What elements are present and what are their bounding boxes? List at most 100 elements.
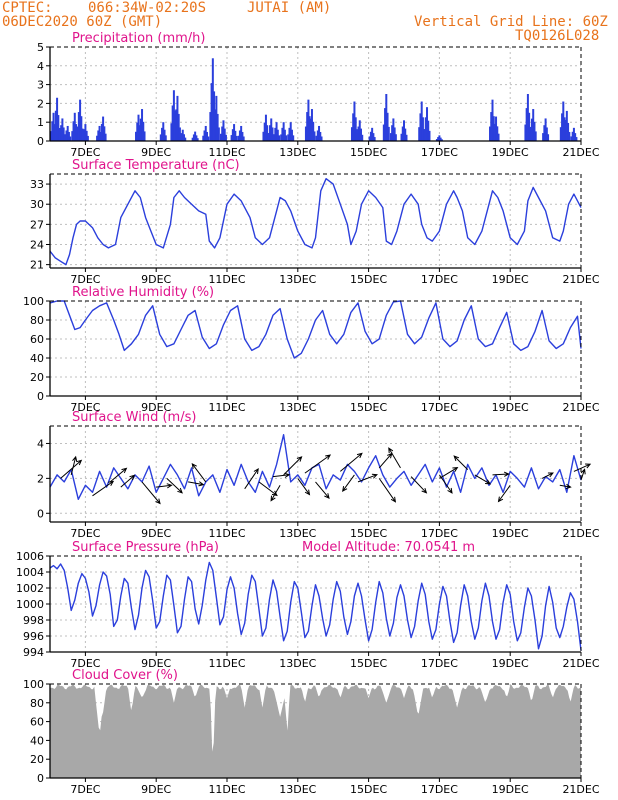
header-model-id: TQ0126L028 [515, 28, 600, 44]
x-tick-label: 17DEC [421, 527, 458, 540]
precip-bar [56, 97, 59, 141]
precip-bar [86, 135, 89, 141]
x-tick-label: 15DEC [350, 657, 387, 670]
precip-bar [394, 134, 397, 141]
precip-bar [287, 134, 290, 141]
precip-bar [83, 129, 86, 141]
precip-bar [172, 90, 175, 141]
precip-bar [161, 127, 164, 141]
precip-bar [387, 126, 390, 141]
precip-bar [282, 122, 285, 141]
wind-arrow [297, 478, 311, 496]
precip-bar [262, 131, 265, 141]
precip-panel: 0 1 2 3 4 5 7DEC 9DEC 11DEC 13DEC 15DEC 17DEC 19DEC 2… [37, 31, 600, 159]
precip-bar [138, 129, 141, 141]
x-tick-label: 15DEC [350, 401, 387, 414]
precip-bar [532, 109, 535, 141]
precip-bar [320, 136, 323, 141]
pressure-line [49, 561, 582, 651]
precip-bar [570, 136, 573, 141]
precip-bar [428, 130, 431, 141]
precip-bar [418, 127, 421, 141]
precip-bar [269, 125, 272, 141]
y-tick-label: 994 [23, 646, 44, 659]
pressure-title: Surface Pressure (hPa) [72, 540, 219, 555]
x-tick-label: 21DEC [562, 527, 599, 540]
y-tick-label: 3 [37, 79, 44, 92]
precip-bar [71, 131, 74, 141]
wind-arrow [141, 481, 161, 505]
precip-bar [545, 127, 548, 141]
x-tick-label: 9DEC [141, 783, 171, 796]
precip-bar [212, 125, 215, 141]
y-tick-label: 20 [30, 371, 44, 384]
precip-bar [562, 101, 565, 141]
precip-bar [223, 128, 226, 141]
wind-arrow [191, 462, 207, 483]
wind-arrow [497, 485, 511, 503]
y-tick-label: 21 [30, 259, 44, 272]
x-tick-label: 11DEC [208, 783, 245, 796]
y-tick-label: 4 [37, 60, 44, 73]
precip-bar [421, 117, 424, 141]
precip-bar [69, 136, 72, 141]
precip-bar [393, 127, 396, 141]
precip-bar [85, 130, 88, 141]
y-tick-label: 100 [23, 678, 44, 691]
precip-bar [274, 127, 277, 141]
precip-title: Precipitation (mm/h) [72, 31, 205, 46]
y-tick-label: 5 [37, 41, 44, 54]
precip-bar [497, 133, 500, 141]
precip-bar [54, 110, 57, 141]
x-tick-label: 7DEC [70, 657, 100, 670]
x-tick-label: 9DEC [141, 273, 171, 286]
x-tick-label: 15DEC [350, 783, 387, 796]
precip-bar [80, 116, 83, 141]
y-tick-label: 0 [37, 135, 44, 148]
precip-bar [439, 137, 442, 141]
wind-title: Surface Wind (m/s) [72, 410, 196, 425]
precip-bar [529, 129, 532, 141]
precip-bar [281, 127, 284, 141]
precip-bar [215, 95, 218, 141]
precip-bar [533, 121, 536, 141]
precip-bar [384, 108, 387, 141]
x-tick-label: 11DEC [208, 657, 245, 670]
wind-arrow [438, 474, 453, 494]
precip-bar [50, 131, 53, 141]
precip-bar [440, 139, 443, 141]
x-tick-label: 7DEC [70, 401, 100, 414]
x-tick-label: 11DEC [208, 401, 245, 414]
cloud-cover-area [50, 684, 581, 778]
wind-arrow [120, 474, 136, 488]
header-date-time: 06DEC2020 60Z (GMT) [2, 14, 163, 30]
x-tick-label: 7DEC [70, 527, 100, 540]
x-tick-label: 7DEC [70, 273, 100, 286]
wind-arrow [244, 468, 259, 490]
wind-arrow [315, 481, 330, 499]
precip-bar [563, 117, 566, 141]
precip-bar [141, 109, 144, 141]
precip-bar [307, 99, 310, 141]
wind-arrow [60, 459, 83, 479]
y-tick-label: 1 [37, 116, 44, 129]
x-tick-label: 21DEC [562, 146, 599, 159]
precip-bar [267, 133, 270, 141]
precip-bar [404, 128, 407, 141]
precip-bar [386, 112, 389, 141]
y-tick-label: 40 [30, 734, 44, 747]
precip-bar [263, 122, 266, 141]
precip-bar [61, 118, 64, 141]
precip-bar [73, 112, 76, 141]
precip-bar [171, 105, 174, 141]
precip-bar [547, 134, 550, 141]
temp-line [49, 177, 582, 266]
precip-bar [280, 134, 283, 141]
x-tick-label: 7DEC [70, 783, 100, 796]
x-tick-label: 13DEC [279, 401, 316, 414]
x-tick-label: 15DEC [350, 527, 387, 540]
x-tick-label: 21DEC [562, 783, 599, 796]
precip-bar [357, 126, 360, 141]
precip-bar [98, 125, 101, 141]
temp-panel: 21 24 27 30 33 7DEC 9DEC 11DEC 13DEC 15DEC 17DEC 19… [30, 158, 600, 286]
